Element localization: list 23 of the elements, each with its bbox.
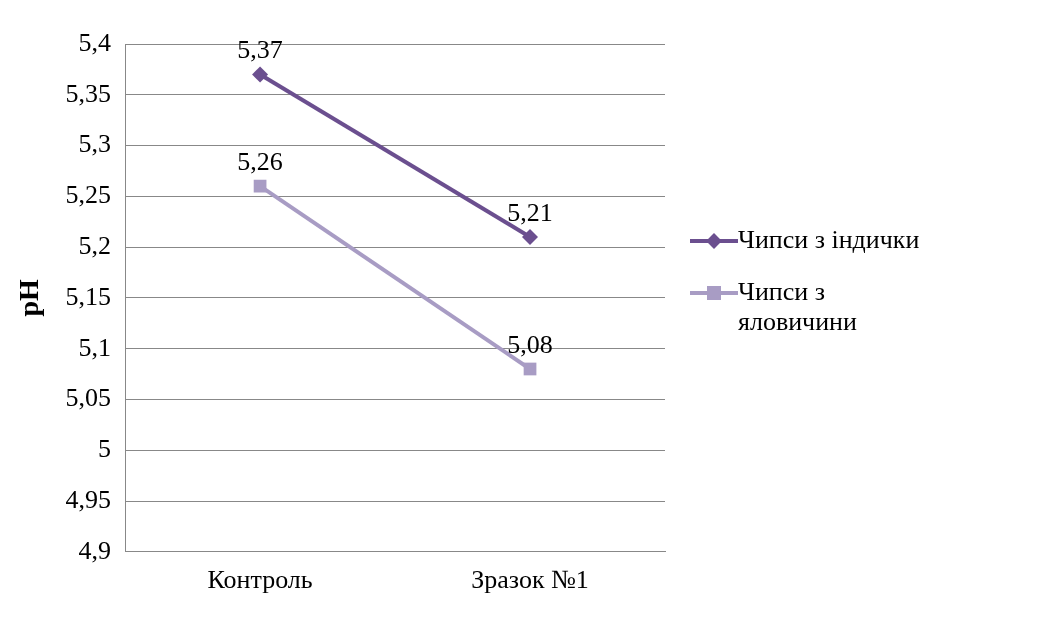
data-label: 5,21: [507, 197, 553, 227]
y-tick-label: 4,9: [78, 535, 112, 565]
point: [522, 228, 539, 245]
y-tick-label: 5,15: [65, 281, 112, 311]
y-tick-label: 5,4: [78, 27, 112, 57]
y-tick-label: 5,3: [78, 129, 112, 159]
legend-label: Чипси з яловичини: [738, 277, 858, 337]
y-tick-label: 5,1: [78, 332, 112, 362]
legend-label: Чипси з індички: [738, 225, 921, 255]
x-tick-label: Контроль: [207, 565, 313, 595]
y-tick-label: 5,2: [78, 230, 112, 260]
y-axis-title: pH: [13, 279, 45, 317]
x-tick-label: Зразок №1: [471, 565, 589, 595]
data-label: 5,08: [507, 329, 553, 359]
y-tick-label: 5,35: [65, 78, 112, 108]
point: [253, 179, 267, 193]
y-tick-label: 5,25: [65, 180, 112, 210]
y-tick-label: 5,05: [65, 383, 112, 413]
point: [252, 66, 269, 83]
data-label: 5,37: [237, 35, 283, 65]
data-label: 5,26: [237, 147, 283, 177]
y-tick-label: 4,95: [65, 484, 112, 514]
y-tick-label: 5: [98, 434, 112, 464]
